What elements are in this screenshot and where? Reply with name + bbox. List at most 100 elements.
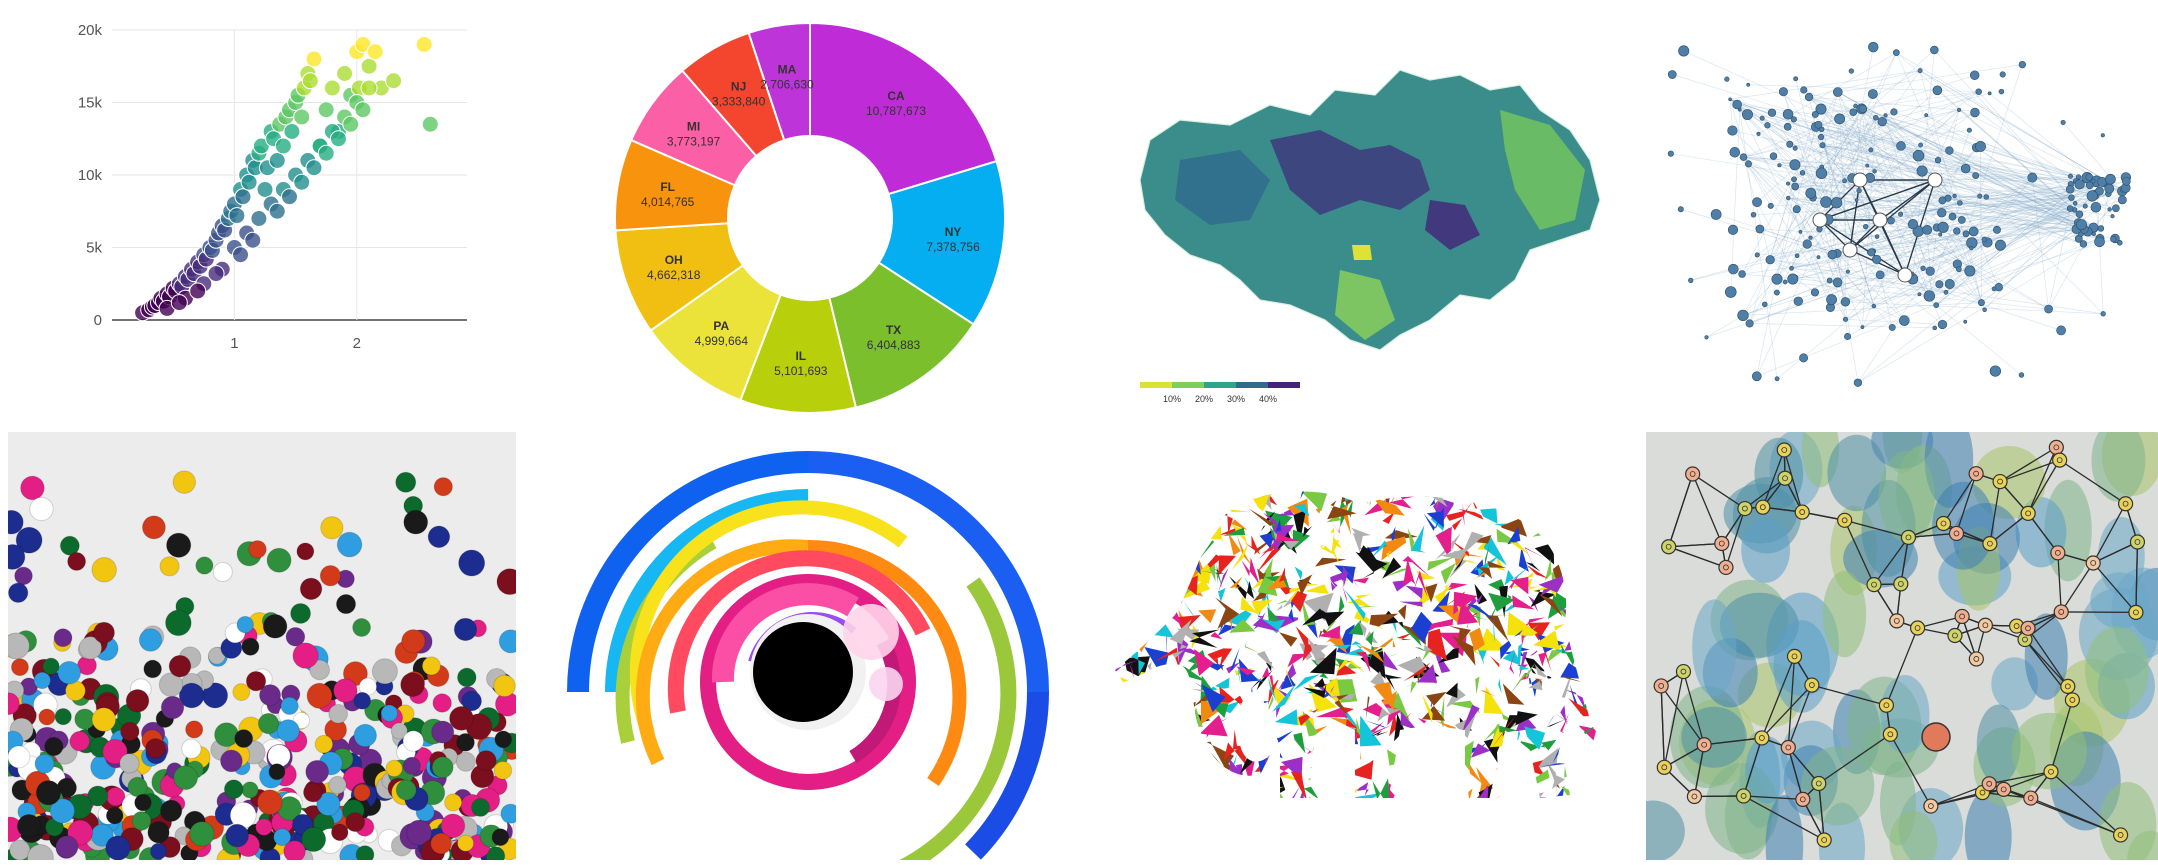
- map-region-light2: [1335, 270, 1395, 340]
- paint-dot: [336, 531, 363, 558]
- mosaic-piece: [1234, 783, 1246, 799]
- paint-dot: [471, 797, 490, 817]
- mosaic-piece: [1584, 669, 1610, 682]
- mosaic-piece: [1169, 542, 1193, 566]
- mosaic-piece: [1515, 711, 1538, 726]
- mosaic-piece: [1396, 632, 1412, 641]
- mosaic-piece: [1217, 614, 1237, 636]
- mosaic-piece: [1538, 574, 1568, 593]
- mosaic-piece: [1189, 629, 1220, 648]
- paint-dot: [314, 734, 334, 754]
- paint-dot: [345, 812, 366, 833]
- mosaic-piece: [1239, 480, 1259, 490]
- watercolor-node-center: [1871, 581, 1877, 588]
- paint-dot: [303, 782, 323, 803]
- mosaic-piece: [1603, 593, 1610, 608]
- mosaic-piece: [1115, 677, 1129, 689]
- paint-dot: [430, 832, 452, 855]
- arc-yellow: [629, 500, 908, 735]
- mosaic-piece: [1256, 543, 1282, 573]
- mosaic-piece: [1115, 704, 1134, 719]
- paint-dot: [234, 729, 254, 749]
- mosaic-piece: [1368, 491, 1375, 506]
- scatter-point: [268, 202, 286, 220]
- mosaic-piece: [1100, 779, 1112, 794]
- mosaic-piece: [1152, 513, 1182, 546]
- mosaic-piece: [1146, 673, 1169, 693]
- mosaic-piece: [1115, 649, 1121, 670]
- mosaic-piece: [1201, 762, 1223, 792]
- paint-dot: [456, 732, 475, 752]
- paint-dot: [160, 799, 183, 822]
- mosaic-piece: [1191, 517, 1208, 541]
- mosaic-piece: [1597, 762, 1607, 776]
- mosaic-piece: [1100, 502, 1108, 525]
- mosaic-piece: [1410, 681, 1417, 694]
- mosaic-piece: [1560, 606, 1591, 637]
- mosaic-piece: [1182, 786, 1201, 799]
- scatter-point: [293, 108, 311, 126]
- mosaic-piece: [1218, 555, 1236, 576]
- scatter-point: [250, 210, 268, 227]
- mosaic-piece: [1325, 527, 1342, 549]
- mosaic-piece: [1334, 694, 1349, 716]
- mosaic-piece: [1427, 556, 1456, 571]
- watercolor-blob: [1765, 794, 1804, 860]
- mosaic-piece: [1208, 480, 1233, 485]
- watercolor-blob: [2091, 432, 2146, 502]
- mosaic-piece: [1387, 749, 1407, 768]
- watercolor-node: [1968, 466, 1984, 482]
- mosaic-piece: [1144, 683, 1160, 702]
- mosaic-piece: [1187, 800, 1198, 815]
- mosaic-piece: [1377, 610, 1404, 628]
- mosaic-piece: [1115, 592, 1126, 609]
- watercolor-node-center: [2027, 795, 2034, 801]
- watercolor-node-center: [1741, 505, 1748, 512]
- mosaic-piece: [1263, 512, 1279, 529]
- paint-dot: [406, 819, 433, 846]
- mosaic-piece: [1115, 700, 1118, 718]
- paint-dot: [330, 823, 349, 842]
- mosaic-piece: [1423, 508, 1445, 531]
- mosaic-piece: [1338, 724, 1346, 753]
- mosaic-piece: [1560, 713, 1569, 733]
- watercolor-node-center: [1759, 504, 1766, 511]
- mosaic-piece: [1165, 681, 1171, 694]
- watercolor-node-center: [1927, 803, 1934, 809]
- mosaic-piece: [1181, 575, 1198, 596]
- mosaic-piece: [1133, 491, 1162, 512]
- donut-slice: [747, 21, 811, 142]
- legend-tick-30: 30%: [1227, 394, 1245, 404]
- mosaic-piece: [1282, 741, 1311, 753]
- watercolor-node: [2128, 604, 2144, 620]
- paint-dot: [10, 658, 29, 677]
- watercolor-node: [1735, 788, 1752, 804]
- mosaic-piece: [1175, 541, 1201, 575]
- mosaic-piece: [1517, 728, 1520, 744]
- mosaic-piece: [1244, 640, 1260, 654]
- mosaic-piece: [1410, 525, 1426, 553]
- mosaic-piece: [1130, 626, 1157, 653]
- mosaic-piece: [1601, 494, 1605, 508]
- paint-dot: [8, 745, 31, 769]
- paint-dot: [385, 759, 403, 778]
- mosaic-piece: [1369, 613, 1399, 627]
- mosaic-piece: [1564, 496, 1571, 517]
- mosaic-piece: [1552, 491, 1576, 503]
- mosaic-piece: [1156, 491, 1169, 492]
- mosaic-piece: [1223, 508, 1250, 512]
- mosaic-piece: [1354, 782, 1369, 796]
- mosaic-piece: [1303, 796, 1311, 799]
- mosaic-piece: [1559, 547, 1570, 567]
- mosaic-piece: [1210, 525, 1224, 542]
- mosaic-piece: [1225, 772, 1239, 786]
- mosaic-piece: [1367, 546, 1377, 561]
- mosaic-piece: [1167, 751, 1193, 781]
- paint-dot: [257, 712, 280, 735]
- mosaic-piece: [1145, 584, 1176, 594]
- mosaic-piece: [1571, 579, 1582, 608]
- mosaic-piece: [1303, 526, 1313, 537]
- watercolor-node-center: [1841, 517, 1848, 524]
- mosaic-piece: [1244, 576, 1257, 600]
- mosaic-piece: [1270, 527, 1295, 550]
